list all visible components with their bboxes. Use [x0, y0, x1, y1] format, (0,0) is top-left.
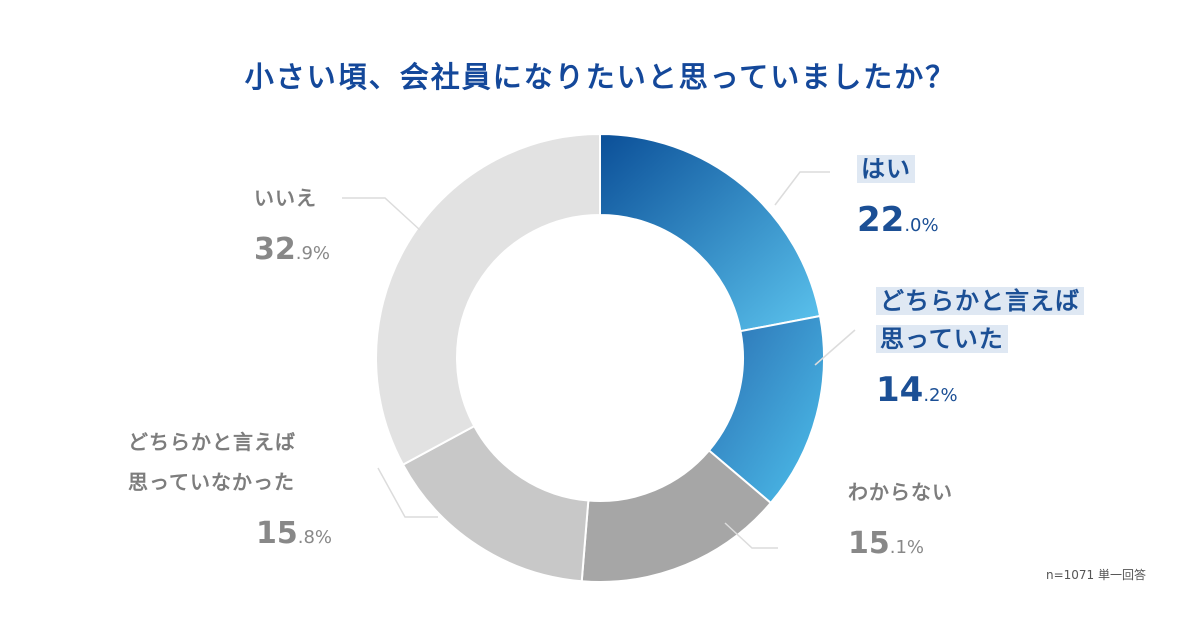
label-somewhat-yes-line2: 思っていた — [876, 325, 1008, 353]
label-dont-know-pct-dec: .1% — [889, 537, 925, 558]
leader-line-somewhat-yes — [814, 329, 856, 366]
label-somewhat-yes: どちらかと言えば 思っていた 14.2% — [876, 282, 1084, 418]
slice-no — [375, 132, 601, 467]
label-yes-pct-dec: .0% — [904, 215, 939, 236]
leader-line-yes — [774, 171, 830, 206]
label-somewhat-yes-pct-dec: .2% — [923, 385, 958, 406]
leader-line-somewhat-no — [377, 467, 438, 518]
label-no-name: いいえ — [254, 186, 317, 210]
chart-title: 小さい頃、会社員になりたいと思っていましたか？ — [244, 60, 957, 94]
label-dont-know-name: わからない — [848, 480, 953, 504]
label-somewhat-no: どちらかと言えば 思っていなかった 15.8% — [128, 422, 332, 560]
label-somewhat-no-line2: 思っていなかった — [128, 470, 295, 494]
sample-note: n=1071 単一回答 — [1045, 568, 1146, 582]
label-somewhat-yes-pct-int: 14 — [876, 370, 924, 410]
label-dont-know: わからない 15.1% — [848, 472, 953, 570]
leader-line-dont-know — [724, 522, 778, 549]
slice-yes — [599, 132, 822, 333]
label-dont-know-pct-int: 15 — [848, 526, 890, 561]
label-no-pct-int: 32 — [254, 232, 296, 267]
label-yes-pct-int: 22 — [857, 200, 905, 240]
leader-line-no — [342, 197, 421, 231]
label-yes: はい 22.0% — [857, 150, 939, 248]
label-somewhat-no-line1: どちらかと言えば — [128, 430, 296, 454]
label-somewhat-no-pct-int: 15 — [256, 516, 298, 551]
label-somewhat-no-pct-dec: .8% — [297, 527, 333, 548]
label-no: いいえ 32.9% — [254, 178, 330, 276]
label-yes-name: はい — [857, 155, 915, 183]
label-somewhat-yes-line1: どちらかと言えば — [876, 287, 1084, 315]
label-no-pct-dec: .9% — [295, 243, 331, 264]
